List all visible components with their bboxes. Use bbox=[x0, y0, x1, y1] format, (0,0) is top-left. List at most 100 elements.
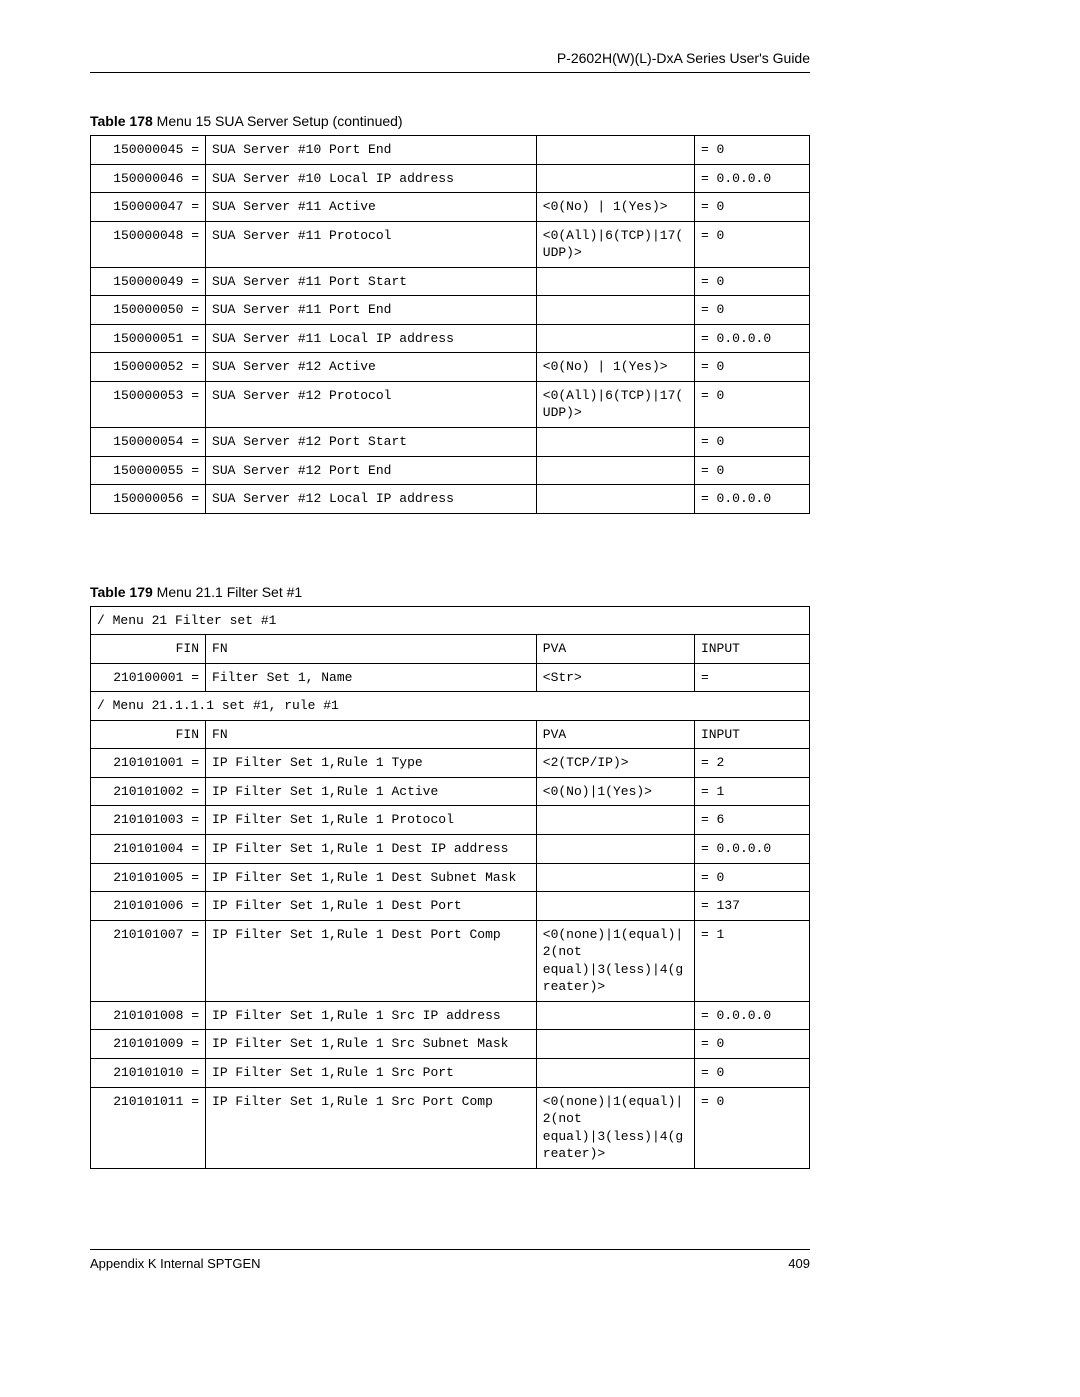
cell-pva bbox=[536, 892, 694, 921]
cell-pva bbox=[536, 296, 694, 325]
footer-left: Appendix K Internal SPTGEN bbox=[90, 1256, 261, 1271]
cell-fin: FIN bbox=[91, 720, 206, 749]
cell-pva bbox=[536, 1001, 694, 1030]
cell-input: = 0 bbox=[694, 136, 809, 165]
cell-pva bbox=[536, 1058, 694, 1087]
cell-fn: SUA Server #11 Local IP address bbox=[206, 324, 537, 353]
cell-fin: 150000051 = bbox=[91, 324, 206, 353]
cell-fn: SUA Server #12 Protocol bbox=[206, 381, 537, 427]
cell-fn: IP Filter Set 1,Rule 1 Src Port Comp bbox=[206, 1087, 537, 1168]
cell-fin: 150000046 = bbox=[91, 164, 206, 193]
cell-fin: 210101001 = bbox=[91, 749, 206, 778]
table-row: 210101005 =IP Filter Set 1,Rule 1 Dest S… bbox=[91, 863, 810, 892]
cell-fn: SUA Server #10 Port End bbox=[206, 136, 537, 165]
cell-fn: FN bbox=[206, 635, 537, 664]
cell-input: = 0 bbox=[694, 428, 809, 457]
cell-fn: IP Filter Set 1,Rule 1 Dest Subnet Mask bbox=[206, 863, 537, 892]
cell-fin: 150000054 = bbox=[91, 428, 206, 457]
cell-fn: SUA Server #12 Port Start bbox=[206, 428, 537, 457]
table-row: 150000053 =SUA Server #12 Protocol<0(All… bbox=[91, 381, 810, 427]
cell-fn: IP Filter Set 1,Rule 1 Dest IP address bbox=[206, 835, 537, 864]
cell-input: INPUT bbox=[694, 635, 809, 664]
table179-caption: Table 179 Menu 21.1 Filter Set #1 bbox=[90, 584, 810, 600]
cell-pva: <0(No)|1(Yes)> bbox=[536, 777, 694, 806]
cell-pva: <0(none)|1(equal)|2(not equal)|3(less)|4… bbox=[536, 920, 694, 1001]
cell-pva bbox=[536, 456, 694, 485]
table-row: 150000056 =SUA Server #12 Local IP addre… bbox=[91, 485, 810, 514]
cell-fin: 150000055 = bbox=[91, 456, 206, 485]
cell-fin: 210101002 = bbox=[91, 777, 206, 806]
cell-pva bbox=[536, 1030, 694, 1059]
cell-fin: 210101006 = bbox=[91, 892, 206, 921]
table178-caption-bold: Table 178 bbox=[90, 113, 153, 129]
cell-input: = 0 bbox=[694, 296, 809, 325]
table-row: 150000046 = SUA Server #10 Local IP addr… bbox=[91, 164, 810, 193]
cell-pva: <0(All)|6(TCP)|17(UDP)> bbox=[536, 381, 694, 427]
cell-input: = 0 bbox=[694, 1087, 809, 1168]
cell-pva bbox=[536, 136, 694, 165]
guide-title: P-2602H(W)(L)-DxA Series User's Guide bbox=[557, 50, 810, 66]
cell-fn: SUA Server #12 Port End bbox=[206, 456, 537, 485]
cell-input: = 0 bbox=[694, 381, 809, 427]
cell-input: = 0 bbox=[694, 1030, 809, 1059]
cell-input: = 0.0.0.0 bbox=[694, 164, 809, 193]
cell-input: = 137 bbox=[694, 892, 809, 921]
table-row: 150000045 = SUA Server #10 Port End= 0 bbox=[91, 136, 810, 165]
cell-fn: IP Filter Set 1,Rule 1 Dest Port Comp bbox=[206, 920, 537, 1001]
cell-input: = 0.0.0.0 bbox=[694, 485, 809, 514]
cell-pva: <0(none)|1(equal)|2(not equal)|3(less)|4… bbox=[536, 1087, 694, 1168]
table-row: 150000049 =SUA Server #11 Port Start= 0 bbox=[91, 267, 810, 296]
cell-pva bbox=[536, 835, 694, 864]
cell-pva: <Str> bbox=[536, 663, 694, 692]
page-footer: Appendix K Internal SPTGEN 409 bbox=[90, 1249, 810, 1271]
cell-pva: <0(No) | 1(Yes)> bbox=[536, 353, 694, 382]
section-cell: / Menu 21 Filter set #1 bbox=[91, 606, 810, 635]
cell-fn: IP Filter Set 1,Rule 1 Src Subnet Mask bbox=[206, 1030, 537, 1059]
cell-input: = 0.0.0.0 bbox=[694, 324, 809, 353]
cell-fin: 150000050 = bbox=[91, 296, 206, 325]
cell-fn: IP Filter Set 1,Rule 1 Type bbox=[206, 749, 537, 778]
cell-fin: 210101004 = bbox=[91, 835, 206, 864]
table-row: 150000052 =SUA Server #12 Active<0(No) |… bbox=[91, 353, 810, 382]
table-row: 210101008 =IP Filter Set 1,Rule 1 Src IP… bbox=[91, 1001, 810, 1030]
cell-fin: 210101007 = bbox=[91, 920, 206, 1001]
cell-fn: FN bbox=[206, 720, 537, 749]
cell-pva bbox=[536, 428, 694, 457]
cell-fin: 150000053 = bbox=[91, 381, 206, 427]
cell-pva bbox=[536, 267, 694, 296]
cell-fn: SUA Server #11 Port Start bbox=[206, 267, 537, 296]
cell-fin: 210101010 = bbox=[91, 1058, 206, 1087]
cell-input: = 0.0.0.0 bbox=[694, 835, 809, 864]
cell-input: = 0 bbox=[694, 863, 809, 892]
table-row: 210101003 =IP Filter Set 1,Rule 1 Protoc… bbox=[91, 806, 810, 835]
table-row: 210100001 =Filter Set 1, Name<Str>= bbox=[91, 663, 810, 692]
table-row: 150000051 =SUA Server #11 Local IP addre… bbox=[91, 324, 810, 353]
table-row: 150000048 =SUA Server #11 Protocol<0(All… bbox=[91, 221, 810, 267]
table-row: 210101002 =IP Filter Set 1,Rule 1 Active… bbox=[91, 777, 810, 806]
cell-pva: <2(TCP/IP)> bbox=[536, 749, 694, 778]
cell-fn: SUA Server #12 Local IP address bbox=[206, 485, 537, 514]
cell-pva bbox=[536, 863, 694, 892]
cell-input: = 6 bbox=[694, 806, 809, 835]
cell-fn: SUA Server #11 Port End bbox=[206, 296, 537, 325]
cell-pva bbox=[536, 324, 694, 353]
cell-fn: IP Filter Set 1,Rule 1 Protocol bbox=[206, 806, 537, 835]
table-row: 210101007 =IP Filter Set 1,Rule 1 Dest P… bbox=[91, 920, 810, 1001]
cell-pva: PVA bbox=[536, 720, 694, 749]
cell-input: = 1 bbox=[694, 777, 809, 806]
table-row: 210101006 =IP Filter Set 1,Rule 1 Dest P… bbox=[91, 892, 810, 921]
table178-caption: Table 178 Menu 15 SUA Server Setup (cont… bbox=[90, 113, 810, 129]
cell-input: = 0 bbox=[694, 193, 809, 222]
table-row: FINFNPVAINPUT bbox=[91, 635, 810, 664]
cell-fin: 210101011 = bbox=[91, 1087, 206, 1168]
cell-pva: <0(No) | 1(Yes)> bbox=[536, 193, 694, 222]
cell-fn: IP Filter Set 1,Rule 1 Dest Port bbox=[206, 892, 537, 921]
cell-fin: FIN bbox=[91, 635, 206, 664]
cell-fin: 150000048 = bbox=[91, 221, 206, 267]
cell-fin: 210101003 = bbox=[91, 806, 206, 835]
cell-fn: SUA Server #11 Protocol bbox=[206, 221, 537, 267]
cell-fn: IP Filter Set 1,Rule 1 Src Port bbox=[206, 1058, 537, 1087]
table-row: 210101004 =IP Filter Set 1,Rule 1 Dest I… bbox=[91, 835, 810, 864]
cell-pva bbox=[536, 806, 694, 835]
table-row: FINFNPVAINPUT bbox=[91, 720, 810, 749]
